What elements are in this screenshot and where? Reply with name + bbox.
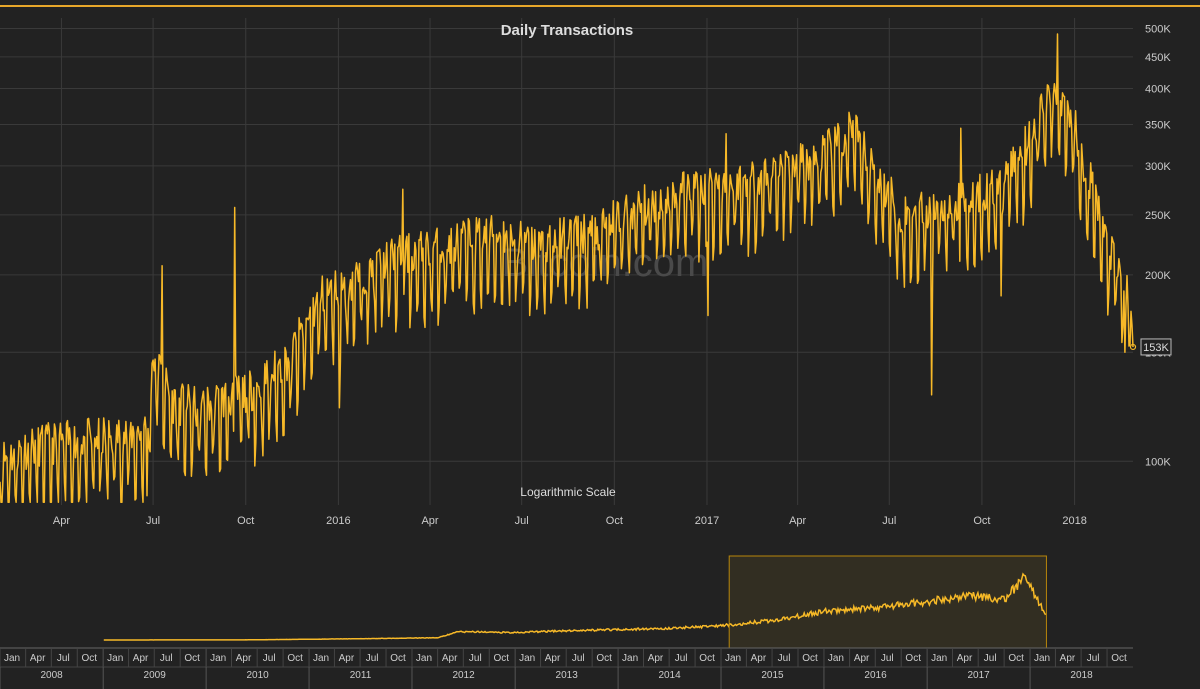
navigator-year-label: 2008 (40, 670, 63, 681)
x-tick-label: 2016 (326, 515, 350, 527)
x-tick-label: Oct (973, 515, 990, 527)
x-tick-label: 2017 (695, 515, 719, 527)
navigator-month-label: Oct (81, 653, 97, 664)
navigator-month-label: Apr (957, 653, 973, 664)
x-axis: Apr Jul Oct 2016 Apr Jul Oct 2017 Apr Jul Oct 2018 (53, 515, 1087, 527)
navigator-series-line (103, 572, 1047, 641)
y-tick-label: 100K (1145, 456, 1171, 468)
last-value-box (1140, 338, 1172, 356)
navigator-month-label: Jul (572, 653, 585, 664)
navigator-month-label: Oct (390, 653, 406, 664)
navigator-month-label: Apr (648, 653, 664, 664)
x-tick-label: Jul (882, 515, 896, 527)
navigator-month-label: Jul (263, 653, 276, 664)
main-grid (0, 18, 1133, 505)
navigator-month-label: Oct (905, 653, 921, 664)
navigator-year-label: 2012 (452, 670, 475, 681)
navigator-month-label: Jul (881, 653, 894, 664)
navigator-year-label: 2011 (350, 670, 372, 681)
chart-subtitle: Logarithmic Scale (520, 485, 616, 499)
navigator-month-label: Jan (519, 653, 535, 664)
navigator-month-label: Jul (366, 653, 379, 664)
series-line-daily-transactions (0, 33, 1134, 504)
navigator-month-label: Oct (1111, 653, 1127, 664)
x-tick-label: 2018 (1062, 515, 1086, 527)
navigator-month-label: Apr (751, 653, 767, 664)
navigator-axis: 2008 Jan Apr Jul Oct 2009 Jan Apr Jul Oct 2010 Jan A… (0, 647, 1133, 689)
navigator-year-label: 2014 (658, 670, 681, 681)
navigator-month-label: Jan (1034, 653, 1050, 664)
navigator-month-label: Jul (160, 653, 173, 664)
x-tick-label: Jul (515, 515, 529, 527)
y-tick-label: 300K (1145, 161, 1171, 173)
navigator-month-label: Apr (545, 653, 561, 664)
navigator-month-label: Oct (493, 653, 509, 664)
last-value-label: 153K (1143, 342, 1169, 354)
navigator-month-label: Jan (416, 653, 432, 664)
navigator-month-label: Jul (675, 653, 688, 664)
navigator-month-label: Apr (1060, 653, 1076, 664)
navigator-month-label: Jul (984, 653, 997, 664)
navigator-month-label: Oct (699, 653, 715, 664)
navigator-month-label: Apr (854, 653, 870, 664)
last-value-marker: 153K (1129, 338, 1172, 356)
x-tick-label: Oct (237, 515, 254, 527)
navigator-month-label: Jan (828, 653, 844, 664)
navigator-month-label: Jan (622, 653, 638, 664)
navigator-month-label: Oct (287, 653, 303, 664)
y-axis: 100K150K200K250K300K350K400K450K500K (1145, 24, 1171, 469)
navigator-month-label: Oct (802, 653, 818, 664)
y-tick-label: 200K (1145, 270, 1171, 282)
navigator-month-label: Jan (107, 653, 123, 664)
x-tick-label: Apr (789, 515, 806, 527)
navigator-month-label: Jan (210, 653, 226, 664)
navigator-month-label: Jul (778, 653, 791, 664)
chart-title: Daily Transactions (501, 22, 634, 39)
navigator-year-label: 2013 (556, 670, 579, 681)
x-tick-label: Oct (606, 515, 623, 527)
x-tick-label: Apr (53, 515, 70, 527)
navigator-month-label: Oct (184, 653, 200, 664)
navigator-year-label: 2015 (761, 670, 784, 681)
navigator-month-label: Oct (1008, 653, 1024, 664)
navigator-month-label: Apr (236, 653, 252, 664)
top-accent-line (0, 5, 1200, 7)
y-tick-label: 450K (1145, 52, 1171, 64)
navigator-year-label: 2010 (246, 670, 269, 681)
y-tick-label: 350K (1145, 119, 1171, 131)
navigator-year-label: 2017 (967, 670, 990, 681)
navigator-month-label: Apr (133, 653, 149, 664)
x-tick-label: Apr (421, 515, 438, 527)
navigator[interactable]: 2008 Jan Apr Jul Oct 2009 Jan Apr Jul Oct 2010 Jan A… (0, 555, 1133, 689)
y-tick-label: 500K (1145, 24, 1171, 36)
last-value-dot (1129, 343, 1137, 351)
navigator-month-label: Jan (931, 653, 947, 664)
navigator-month-label: Jul (57, 653, 70, 664)
navigator-month-label: Apr (30, 653, 46, 664)
navigator-year-label: 2009 (144, 670, 167, 681)
navigator-month-label: Oct (596, 653, 612, 664)
y-tick-label: 400K (1145, 84, 1171, 96)
navigator-month-label: Jan (4, 653, 20, 664)
y-tick-label: 250K (1145, 210, 1171, 222)
navigator-year-label: 2016 (864, 670, 887, 681)
navigator-month-label: Jan (725, 653, 741, 664)
navigator-month-label: Jul (1087, 653, 1100, 664)
navigator-year-label: 2018 (1070, 670, 1093, 681)
navigator-month-label: Apr (339, 653, 355, 664)
x-tick-label: Jul (146, 515, 160, 527)
navigator-month-label: Jan (313, 653, 329, 664)
navigator-selection-window[interactable] (728, 555, 1047, 649)
navigator-month-label: Jul (469, 653, 482, 664)
navigator-month-label: Apr (442, 653, 458, 664)
